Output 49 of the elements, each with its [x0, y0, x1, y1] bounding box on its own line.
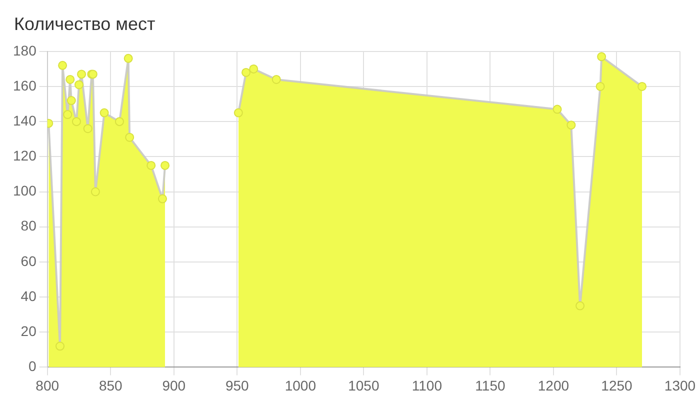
x-tick-label: 1300: [664, 377, 696, 394]
x-tick-label: 900: [162, 377, 186, 394]
y-tick-label: 60: [20, 252, 37, 269]
y-tick-label: 160: [13, 77, 37, 94]
point: [90, 187, 100, 196]
point: [242, 68, 251, 77]
point: [72, 117, 81, 126]
y-tick-label: 100: [13, 182, 37, 199]
point: [125, 132, 134, 142]
point: [66, 74, 75, 84]
y-tick-label: 20: [20, 322, 37, 339]
point: [63, 110, 72, 120]
point: [566, 120, 576, 130]
point: [83, 124, 92, 134]
point: [100, 108, 109, 118]
x-tick-label: 1000: [284, 377, 316, 394]
y-tick-label: 140: [13, 112, 37, 128]
x-tick-label: 1050: [348, 377, 380, 394]
y-tick-label: 40: [20, 288, 37, 304]
x-tick-label: 1200: [538, 377, 570, 394]
point: [77, 70, 86, 79]
y-tick-label: 120: [13, 148, 37, 164]
point: [272, 74, 281, 84]
point: [124, 54, 133, 63]
y-tick-label: 180: [13, 42, 37, 58]
point: [638, 82, 647, 91]
chart-title: Количество мест: [14, 14, 156, 35]
point: [234, 108, 243, 118]
point: [146, 160, 156, 170]
x-tick-label: 850: [98, 377, 123, 394]
point: [74, 80, 84, 90]
x-tick-label: 1100: [412, 377, 442, 394]
point: [58, 60, 68, 70]
point: [160, 160, 170, 170]
y-tick-label: 80: [20, 218, 37, 234]
point: [597, 52, 606, 62]
x-tick-label: 800: [36, 377, 60, 394]
point: [576, 301, 585, 310]
point: [114, 117, 124, 126]
point: [552, 104, 562, 114]
x-tick-label: 1150: [475, 377, 506, 394]
point: [66, 96, 76, 106]
y-tick-label: 0: [28, 358, 37, 374]
point: [596, 82, 605, 91]
point: [249, 64, 258, 74]
point: [158, 194, 167, 204]
x-tick-label: 950: [225, 377, 250, 394]
x-tick-label: 1250: [601, 377, 633, 394]
point: [56, 342, 65, 351]
